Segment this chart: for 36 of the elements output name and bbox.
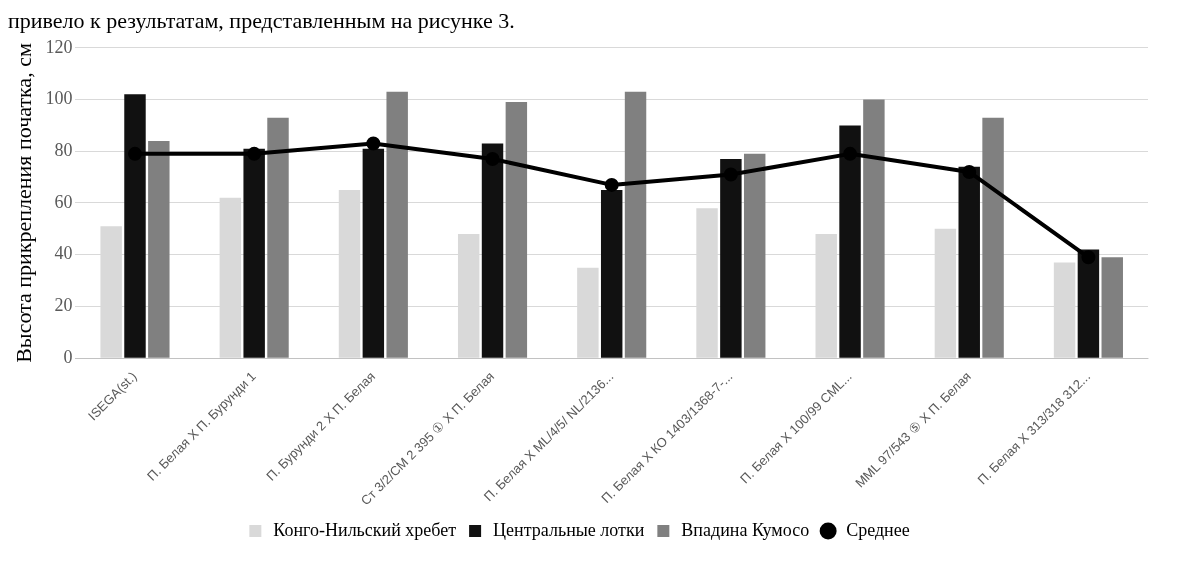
bar [958, 166, 980, 358]
point [1081, 250, 1096, 265]
bar [267, 117, 289, 358]
point [962, 164, 977, 179]
point [247, 146, 262, 161]
y-tick-label: 60 [54, 191, 73, 212]
y-tick-label: 120 [45, 36, 73, 57]
bar [1101, 257, 1123, 358]
point [366, 136, 381, 151]
bar [1077, 249, 1100, 358]
bar [624, 91, 647, 358]
y-tick-label: 20 [54, 295, 73, 316]
bar [863, 99, 885, 358]
bar [839, 125, 861, 358]
legend-label: Конго-Нильский хребет [273, 519, 457, 540]
legend-label: Впадина Кумосо [681, 519, 810, 540]
bar [505, 102, 528, 358]
y-tick-label: 0 [63, 346, 73, 367]
bar [600, 190, 623, 358]
text: привело к результатам, представленным на рисунке 3. [8, 8, 516, 34]
legend-label: Среднее [846, 519, 910, 540]
bar [386, 91, 408, 358]
bar [124, 94, 146, 358]
point [604, 177, 619, 192]
bar [362, 148, 385, 358]
bar [243, 148, 265, 358]
bar [148, 140, 170, 358]
bar [982, 117, 1004, 358]
y-tick-label: 40 [54, 243, 73, 264]
legend-label: Центральные лотки [493, 519, 645, 540]
y-tick-label: 80 [54, 140, 73, 160]
y-axis-title: Высота прикрепления початка, см [10, 43, 36, 363]
bar [720, 159, 742, 358]
bar [481, 143, 504, 358]
y-tick-label: 100 [45, 88, 73, 109]
bar [743, 153, 766, 358]
